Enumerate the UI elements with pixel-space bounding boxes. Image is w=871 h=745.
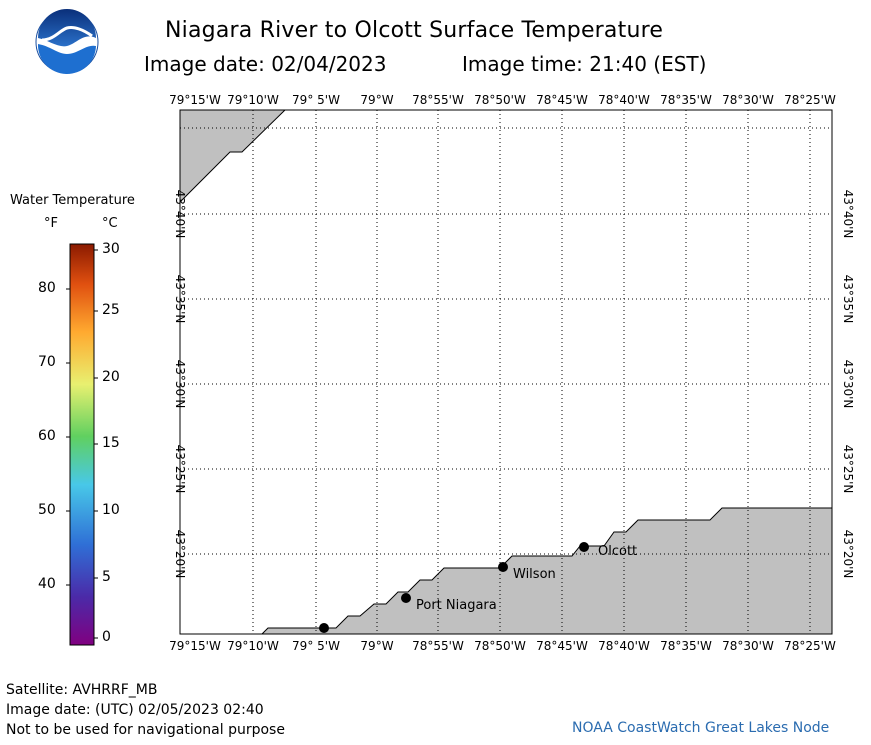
city-marker-niagara-falls-area (319, 623, 329, 633)
c-tick-label: 25 (102, 302, 120, 318)
satellite-info: Satellite: AVHRRF_MB (6, 682, 158, 698)
svg-text:43°25'N: 43°25'N (173, 445, 187, 494)
city-marker-wilson (498, 562, 508, 572)
svg-text:78°55'W: 78°55'W (412, 639, 464, 653)
temperature-color-bar (66, 243, 98, 646)
svg-text:79°15'W: 79°15'W (169, 93, 221, 107)
lon-labels-top: 79°15'W 79°10'W 79° 5'W 79°W 78°55'W 78°… (169, 93, 836, 107)
map-area: Port Niagara Wilson Olcott (179, 109, 833, 635)
image-time: Image time: 21:40 (EST) (462, 52, 707, 76)
utc-date: Image date: (UTC) 02/05/2023 02:40 (6, 702, 264, 718)
svg-text:79° 5'W: 79° 5'W (292, 93, 340, 107)
f-tick-label: 70 (38, 354, 56, 370)
svg-text:43°20'N: 43°20'N (841, 530, 855, 579)
svg-text:79°10'W: 79°10'W (227, 639, 279, 653)
svg-text:79°15'W: 79°15'W (169, 639, 221, 653)
svg-text:78°45'W: 78°45'W (536, 93, 588, 107)
svg-text:78°40'W: 78°40'W (598, 93, 650, 107)
city-marker-olcott (579, 542, 589, 552)
city-marker-port-niagara (401, 593, 411, 603)
svg-text:43°40'N: 43°40'N (841, 190, 855, 239)
noaa-logo (35, 9, 99, 75)
svg-text:79°W: 79°W (360, 639, 393, 653)
lon-labels-bottom: 79°15'W 79°10'W 79° 5'W 79°W 78°55'W 78°… (169, 639, 836, 653)
svg-text:78°30'W: 78°30'W (722, 93, 774, 107)
svg-text:78°35'W: 78°35'W (660, 639, 712, 653)
svg-text:78°50'W: 78°50'W (474, 93, 526, 107)
svg-text:79°W: 79°W (360, 93, 393, 107)
svg-text:43°20'N: 43°20'N (173, 530, 187, 579)
svg-text:78°25'W: 78°25'W (784, 639, 836, 653)
f-tick-label: 50 (38, 502, 56, 518)
svg-text:78°50'W: 78°50'W (474, 639, 526, 653)
credit-text: NOAA CoastWatch Great Lakes Node (572, 720, 830, 736)
svg-text:78°55'W: 78°55'W (412, 93, 464, 107)
legend-title: Water Temperature (10, 193, 135, 208)
svg-text:43°40'N: 43°40'N (173, 190, 187, 239)
lat-labels-right: 43°40'N 43°35'N 43°30'N 43°25'N 43°20'N (841, 190, 855, 579)
svg-text:79°10'W: 79°10'W (227, 93, 279, 107)
c-tick-label: 10 (102, 502, 120, 518)
f-tick-label: 60 (38, 428, 56, 444)
f-tick-label: 80 (38, 280, 56, 296)
page-title: Niagara River to Olcott Surface Temperat… (165, 18, 664, 43)
svg-text:78°40'W: 78°40'W (598, 639, 650, 653)
svg-text:78°30'W: 78°30'W (722, 639, 774, 653)
lat-labels-left: 43°40'N 43°35'N 43°30'N 43°25'N 43°20'N (173, 190, 187, 579)
land-canada (179, 109, 287, 204)
svg-text:43°25'N: 43°25'N (841, 445, 855, 494)
gridlines (180, 110, 832, 634)
image-date: Image date: 02/04/2023 (144, 52, 387, 76)
svg-text:43°35'N: 43°35'N (173, 275, 187, 324)
svg-text:43°30'N: 43°30'N (173, 360, 187, 409)
svg-text:78°45'W: 78°45'W (536, 639, 588, 653)
svg-text:78°35'W: 78°35'W (660, 93, 712, 107)
svg-text:43°30'N: 43°30'N (841, 360, 855, 409)
city-label-port-niagara: Port Niagara (416, 598, 497, 613)
svg-text:79° 5'W: 79° 5'W (292, 639, 340, 653)
city-label-olcott: Olcott (598, 544, 637, 559)
f-tick-label: 40 (38, 576, 56, 592)
c-tick-label: 0 (102, 629, 111, 645)
city-label-wilson: Wilson (513, 567, 556, 582)
legend-unit-f: °F (44, 216, 58, 231)
c-tick-label: 30 (102, 241, 120, 257)
svg-text:43°35'N: 43°35'N (841, 275, 855, 324)
c-tick-label: 20 (102, 369, 120, 385)
c-tick-label: 5 (102, 569, 111, 585)
disclaimer: Not to be used for navigational purpose (6, 722, 285, 738)
c-tick-label: 15 (102, 435, 120, 451)
legend-unit-c: °C (102, 216, 118, 231)
svg-text:78°25'W: 78°25'W (784, 93, 836, 107)
